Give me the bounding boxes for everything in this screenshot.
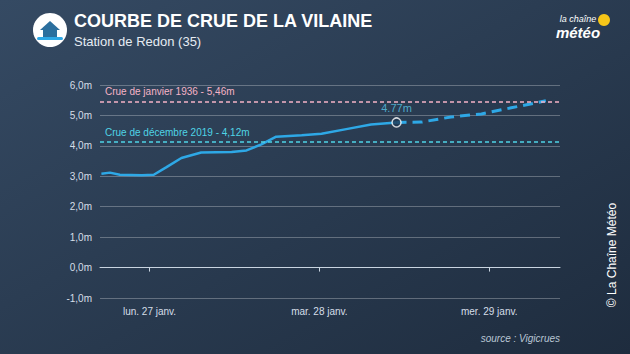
svg-text:lun. 27 janv.: lun. 27 janv.: [123, 306, 176, 317]
svg-text:5,0m: 5,0m: [70, 110, 92, 121]
svg-text:3,0m: 3,0m: [70, 171, 92, 182]
svg-text:2,0m: 2,0m: [70, 201, 92, 212]
svg-text:la chaîne: la chaîne: [560, 14, 597, 24]
svg-text:Crue de janvier 1936 - 5,46m: Crue de janvier 1936 - 5,46m: [105, 86, 235, 97]
svg-text:0,0m: 0,0m: [70, 262, 92, 273]
svg-text:4,0m: 4,0m: [70, 140, 92, 151]
svg-text:COURBE DE CRUE DE LA VILAINE: COURBE DE CRUE DE LA VILAINE: [74, 11, 372, 31]
svg-text:météo: météo: [556, 24, 600, 41]
svg-text:Station de Redon (35): Station de Redon (35): [74, 34, 201, 49]
svg-text:4.77m: 4.77m: [381, 102, 412, 114]
svg-text:© La Chaîne Météo: © La Chaîne Météo: [605, 203, 619, 308]
svg-text:1,0m: 1,0m: [70, 232, 92, 243]
svg-text:mar. 28 janv.: mar. 28 janv.: [291, 306, 348, 317]
svg-text:source : Vigicrues: source : Vigicrues: [481, 333, 560, 344]
svg-text:Crue de décembre 2019 - 4,12m: Crue de décembre 2019 - 4,12m: [105, 127, 250, 138]
svg-text:mer. 29 janv.: mer. 29 janv.: [461, 306, 518, 317]
svg-text:-1,0m: -1,0m: [66, 293, 92, 304]
svg-text:6,0m: 6,0m: [70, 80, 92, 91]
